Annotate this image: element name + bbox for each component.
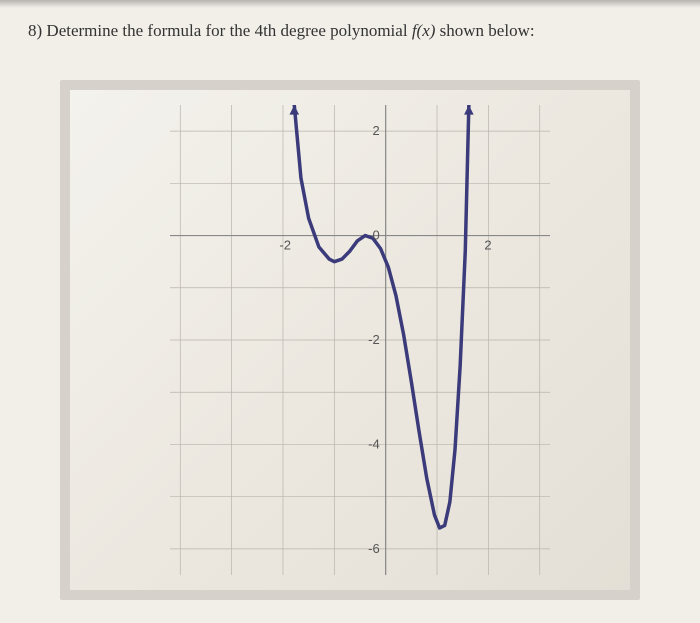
curve-arrow	[464, 105, 474, 115]
x-tick-label: -2	[279, 238, 291, 253]
chart-container: 2 0 -2 -4 -6 -2 2	[170, 105, 550, 575]
x-tick-label: 2	[484, 238, 491, 253]
question-body-1: Determine the formula for the 4th degree…	[46, 21, 407, 40]
photo-frame: 2 0 -2 -4 -6 -2 2	[60, 80, 640, 600]
function-notation: f(x)	[412, 21, 436, 40]
y-tick-label: -6	[368, 541, 380, 556]
y-tick-label: 2	[372, 123, 379, 138]
polynomial-curve	[294, 105, 469, 528]
question-body-2: shown below:	[440, 21, 535, 40]
curve-arrow	[289, 105, 299, 115]
top-shadow	[0, 0, 700, 8]
question-number: 8)	[28, 21, 42, 40]
graph-paper: 2 0 -2 -4 -6 -2 2	[70, 90, 630, 590]
polynomial-chart: 2 0 -2 -4 -6 -2 2	[170, 105, 550, 575]
page-root: 8) Determine the formula for the 4th deg…	[0, 0, 700, 623]
question-text: 8) Determine the formula for the 4th deg…	[28, 18, 672, 44]
y-tick-label: -4	[368, 436, 380, 451]
y-tick-label: 0	[372, 228, 379, 243]
y-tick-label: -2	[368, 332, 380, 347]
